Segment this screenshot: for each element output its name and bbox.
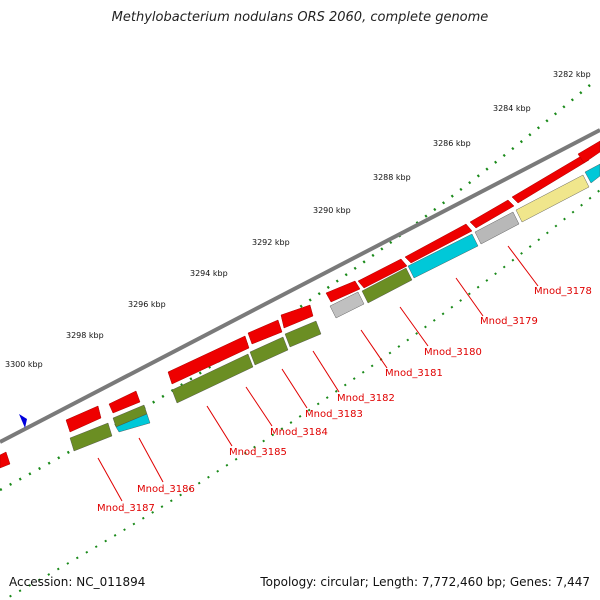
gene-label: Mnod_3185 (229, 447, 287, 458)
gene-3183 (280, 304, 314, 329)
cog-olive-bar-1 (361, 267, 413, 304)
gene-3187 (65, 405, 102, 433)
cog-olive-bar-4 (171, 353, 254, 404)
gene-label: Mnod_3181 (385, 368, 443, 379)
scale-label: 3290 kbp (313, 206, 351, 215)
gene-label: Mnod_3186 (137, 484, 195, 495)
gene-label: Mnod_3179 (480, 316, 538, 327)
scale-label: 3296 kbp (128, 300, 166, 309)
gene-3180 (404, 223, 473, 264)
leader-lines (97, 245, 539, 502)
cog-grey-bar (474, 211, 520, 245)
scale-label: 3294 kbp (190, 269, 228, 278)
accession-text: Accession: NC_011894 (9, 575, 146, 589)
scale-label: 3282 kbp (553, 70, 591, 79)
blue-triangle-icon (19, 414, 27, 428)
scale-label: 3288 kbp (373, 173, 411, 182)
gene-3178 (511, 154, 590, 204)
gene-right-edge (577, 140, 600, 164)
scale-label: 3286 kbp (433, 139, 471, 148)
gene-3184 (247, 319, 283, 345)
cog-olive-bar-2 (284, 320, 322, 348)
cog-yellow-bar (515, 174, 590, 223)
gene-label: Mnod_3184 (270, 427, 328, 438)
gene-3182 (325, 280, 361, 303)
gene-label: Mnod_3178 (534, 286, 592, 297)
scale-label: 3300 kbp (5, 360, 43, 369)
gene-3179 (469, 199, 515, 229)
topology-summary: Topology: circular; Length: 7,772,460 bp… (260, 575, 590, 589)
gene-left-edge (0, 451, 11, 469)
cog-cyan-bar-2 (115, 413, 151, 433)
map-title: Methylobacterium nodulans ORS 2060, comp… (111, 10, 489, 25)
cog-grey-bar-2 (329, 291, 365, 319)
genome-backbone (0, 128, 600, 444)
scale-label: 3292 kbp (252, 238, 290, 247)
cog-cyan-bar-right (584, 163, 600, 184)
gene-3181 (357, 258, 408, 289)
cog-bars (69, 163, 600, 452)
gene-label: Mnod_3183 (305, 409, 363, 420)
scale-label: 3284 kbp (493, 104, 531, 113)
cog-cyan-bar (407, 233, 479, 279)
gene-label: Mnod_3187 (97, 503, 155, 514)
forward-genes (0, 140, 600, 469)
gene-label: Mnod_3180 (424, 347, 482, 358)
cog-olive-bar-6 (69, 422, 113, 452)
cog-olive-bar-3 (249, 336, 289, 366)
scale-label: 3298 kbp (66, 331, 104, 340)
gene-3185 (167, 335, 250, 385)
gene-3186 (108, 390, 141, 414)
gene-label: Mnod_3182 (337, 393, 395, 404)
